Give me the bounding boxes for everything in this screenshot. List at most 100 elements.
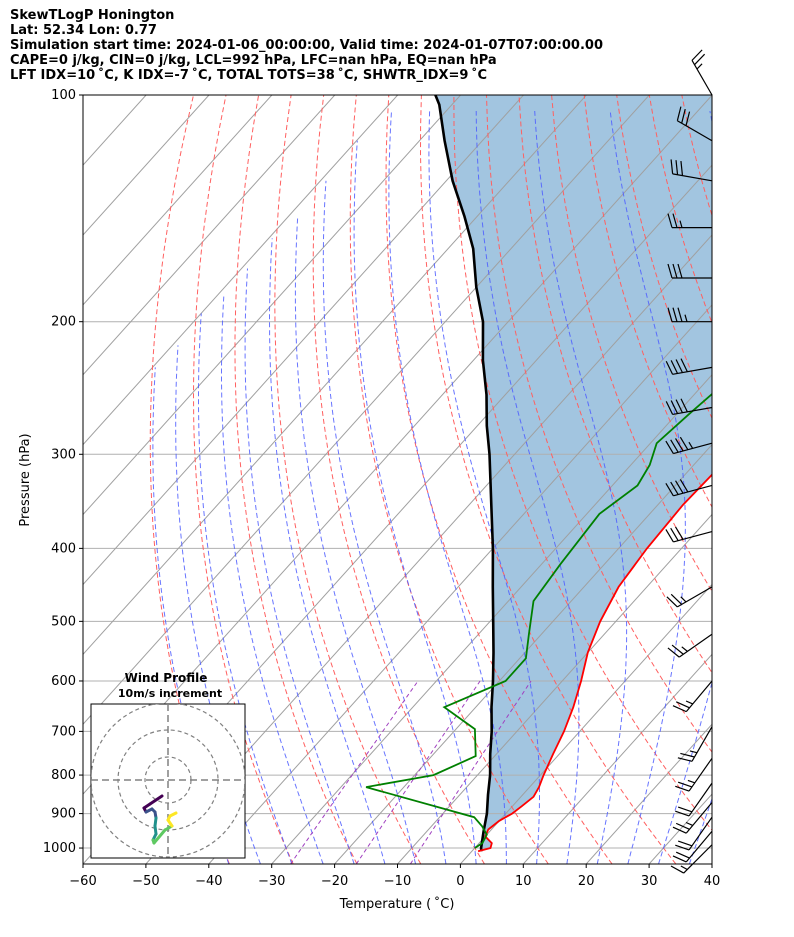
cin-area [435,95,712,852]
wind-barbs [665,49,713,874]
barb-flag [672,213,678,228]
x-tick-label-5: −10 [384,874,411,889]
barb-half-flag [687,779,695,784]
y-axis-ticks: 100 200 300 400 500 600 700 800 900 1000 [43,88,83,856]
barb-flag [675,822,690,830]
barb-half-flag [685,821,693,827]
barb-flag [677,840,693,847]
title-indices: LFT IDX=10 ˚C, K IDX=-7 ˚C, TOTAL TOTS=3… [10,68,488,83]
barb-half-flag [680,596,687,603]
barb-flag [680,161,684,176]
dry-adiabat [349,95,549,864]
barb-flag [667,647,680,658]
isotherm [775,95,794,864]
barb-staff [672,173,713,182]
dry-adiabat [747,95,794,864]
barb-flag [675,399,683,413]
wind-barb [672,830,713,863]
barb-flag [667,213,673,228]
chart-header: SkewTLogP Honington Lat: 52.34 Lon: 0.77… [10,8,603,83]
dry-adiabat [453,95,712,832]
dry-adiabat [780,95,794,864]
moist-adiabat [322,180,447,864]
barb-flag [691,49,703,61]
barb-flag [665,440,674,454]
isotherm [83,95,273,306]
isotherm [83,95,587,656]
isotherm [83,95,650,725]
barb-flag [675,359,683,373]
barb-flag [667,307,673,322]
barb-flag [680,358,688,373]
moist-adiabat [534,110,628,864]
barb-flag [677,806,693,813]
barb-flag [672,855,687,863]
isotherm [83,95,524,586]
x-tick-label-1: −50 [132,874,159,889]
x-tick-label-10: 40 [704,874,721,889]
barb-half-flag [681,646,688,652]
isotherm [83,95,399,446]
dry-adiabat [385,95,613,864]
y-axis-label: Pressure (hPa) [18,433,33,526]
isotherm [460,583,712,864]
wind-barb [670,159,713,182]
hodograph-segment [168,811,178,818]
wind-barb [666,586,713,608]
dry-adiabat [419,95,677,864]
x-tick-label-2: −40 [195,874,222,889]
wind-barb [665,526,713,543]
wind-barb [675,757,713,792]
barb-flag [672,307,678,322]
barb-flag [680,398,688,413]
isotherm [397,513,712,864]
barb-half-flag [696,63,703,70]
x-tick-label-0: −60 [69,874,96,889]
title-times: Simulation start time: 2024-01-06_00:00:… [10,38,603,53]
barb-flag [679,436,689,450]
wind-barb [667,307,712,323]
barb-flag [672,826,687,834]
barb-flag [666,596,678,608]
wind-barb [667,263,712,279]
barb-flag [681,108,686,124]
barb-flag [670,360,679,374]
barb-flag [677,757,693,762]
y-tick-label-600: 600 [51,674,76,689]
barb-flag [672,263,678,279]
barb-flag [677,307,683,322]
isotherm [83,95,336,376]
barb-flag [675,438,684,452]
y-tick-label-500: 500 [51,614,76,629]
moist-adiabat [688,797,712,864]
barb-flag [675,160,679,175]
barb-staff [683,844,713,874]
barb-flag [676,106,682,121]
moist-adiabat [720,111,794,864]
wind-barb [667,213,712,229]
moist-adiabat [294,216,416,864]
dry-adiabat [714,95,794,864]
inset-ring [91,704,245,858]
dry-adiabat [583,95,712,508]
inset-title: Wind Profile [125,671,208,685]
barb-flag [675,701,690,709]
barb-half-flag [679,220,683,228]
wind-barb [665,479,713,497]
x-tick-label-6: 0 [456,874,464,889]
moist-adiabat [198,313,293,864]
barb-staff [688,816,713,851]
barb-flag [670,865,685,874]
barb-flag [680,752,695,758]
wind-barb [665,436,713,455]
moist-adiabat [244,268,355,864]
barb-staff [685,802,713,834]
moist-adiabat [609,110,686,864]
y-tick-label-200: 200 [51,315,76,330]
dry-adiabat [312,95,485,864]
isotherm [711,863,712,864]
wind-barb [691,49,713,96]
mixing-ratio-line [409,680,532,864]
barb-staff [672,406,713,416]
barb-flag [675,785,690,792]
